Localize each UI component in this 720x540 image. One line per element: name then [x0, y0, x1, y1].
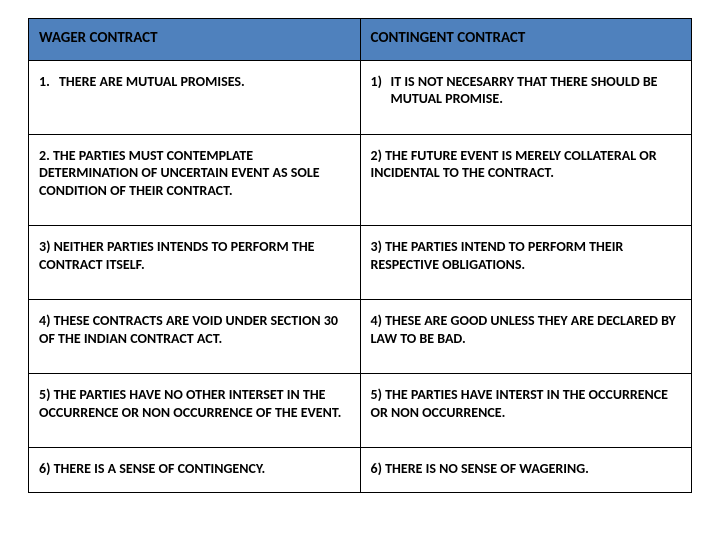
cell-left: 1. THERE ARE MUTUAL PROMISES. [29, 60, 361, 134]
table-row: 1. THERE ARE MUTUAL PROMISES. 1) IT IS N… [29, 60, 692, 134]
cell-left: 2. THE PARTIES MUST CONTEMPLATE DETERMIN… [29, 134, 361, 226]
cell-right: 2) THE FUTURE EVENT IS MERELY COLLATERAL… [360, 134, 692, 226]
cell-left: 3) NEITHER PARTIES INTENDS TO PERFORM TH… [29, 226, 361, 300]
slide: WAGER CONTRACT CONTINGENT CONTRACT 1. TH… [0, 0, 720, 540]
col-header-right: CONTINGENT CONTRACT [360, 19, 692, 61]
table-row: 4) THESE CONTRACTS ARE VOID UNDER SECTIO… [29, 300, 692, 374]
table-row: 5) THE PARTIES HAVE NO OTHER INTERSET IN… [29, 374, 692, 448]
cell-text: IT IS NOT NECESARRY THAT THERE SHOULD BE… [391, 73, 682, 108]
cell-left: 6) THERE IS A SENSE OF CONTINGENCY. [29, 448, 361, 493]
table-row: 3) NEITHER PARTIES INTENDS TO PERFORM TH… [29, 226, 692, 300]
cell-text: THERE ARE MUTUAL PROMISES. [59, 73, 350, 91]
cell-right: 4) THESE ARE GOOD UNLESS THEY ARE DECLAR… [360, 300, 692, 374]
comparison-table: WAGER CONTRACT CONTINGENT CONTRACT 1. TH… [28, 18, 692, 493]
cell-left: 5) THE PARTIES HAVE NO OTHER INTERSET IN… [29, 374, 361, 448]
cell-right: 3) THE PARTIES INTEND TO PERFORM THEIR R… [360, 226, 692, 300]
cell-right: 1) IT IS NOT NECESARRY THAT THERE SHOULD… [360, 60, 692, 134]
table-header-row: WAGER CONTRACT CONTINGENT CONTRACT [29, 19, 692, 61]
table-row: 6) THERE IS A SENSE OF CONTINGENCY. 6) T… [29, 448, 692, 493]
cell-right: 6) THERE IS NO SENSE OF WAGERING. [360, 448, 692, 493]
cell-left: 4) THESE CONTRACTS ARE VOID UNDER SECTIO… [29, 300, 361, 374]
table-row: 2. THE PARTIES MUST CONTEMPLATE DETERMIN… [29, 134, 692, 226]
row-number: 1) [371, 73, 391, 108]
row-number: 1. [39, 73, 59, 91]
cell-right: 5) THE PARTIES HAVE INTERST IN THE OCCUR… [360, 374, 692, 448]
col-header-left: WAGER CONTRACT [29, 19, 361, 61]
